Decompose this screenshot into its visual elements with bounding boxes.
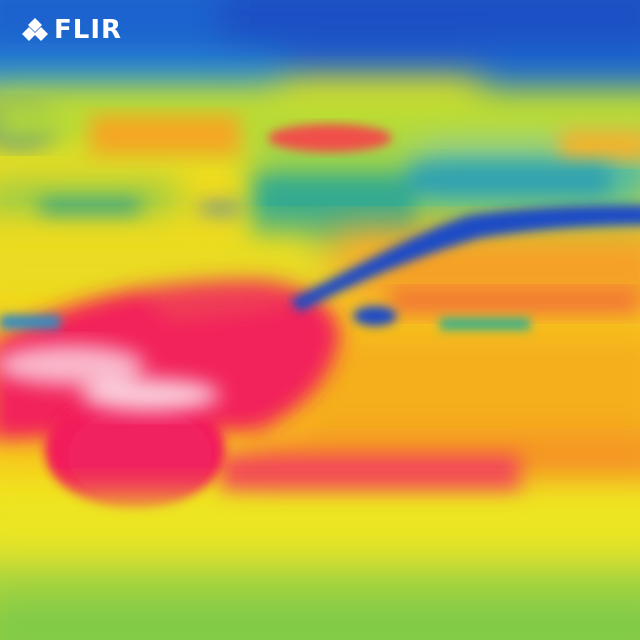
flir-logo-text: FLIR	[54, 15, 123, 45]
flir-logo: FLIR	[22, 14, 122, 46]
flir-diamond-icon	[22, 18, 48, 41]
